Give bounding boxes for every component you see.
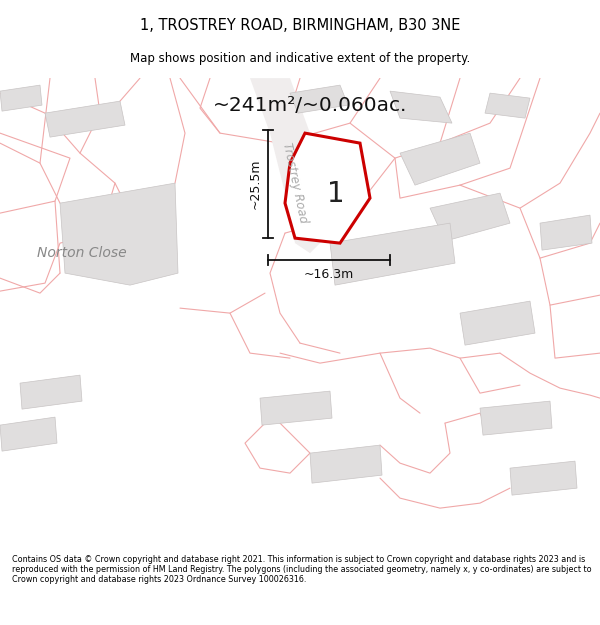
Polygon shape <box>0 85 42 111</box>
Text: ~241m²/~0.060ac.: ~241m²/~0.060ac. <box>213 96 407 114</box>
Polygon shape <box>460 301 535 345</box>
Polygon shape <box>290 85 348 113</box>
Polygon shape <box>285 133 370 243</box>
Polygon shape <box>20 375 82 409</box>
Polygon shape <box>540 215 592 250</box>
Polygon shape <box>485 93 530 118</box>
Polygon shape <box>480 401 552 435</box>
Polygon shape <box>250 78 330 253</box>
Polygon shape <box>430 193 510 241</box>
Polygon shape <box>510 461 577 495</box>
Text: ~25.5m: ~25.5m <box>248 159 262 209</box>
Text: 1: 1 <box>327 180 344 208</box>
Text: Norton Close: Norton Close <box>37 246 127 260</box>
Text: Contains OS data © Crown copyright and database right 2021. This information is : Contains OS data © Crown copyright and d… <box>12 554 592 584</box>
Text: Trostrey Road: Trostrey Road <box>280 142 310 224</box>
Text: 1, TROSTREY ROAD, BIRMINGHAM, B30 3NE: 1, TROSTREY ROAD, BIRMINGHAM, B30 3NE <box>140 18 460 32</box>
Polygon shape <box>310 445 382 483</box>
Polygon shape <box>60 183 178 285</box>
Polygon shape <box>330 223 455 285</box>
Polygon shape <box>45 101 125 137</box>
Text: ~16.3m: ~16.3m <box>304 268 354 281</box>
Polygon shape <box>0 417 57 451</box>
Polygon shape <box>400 133 480 185</box>
Text: Map shows position and indicative extent of the property.: Map shows position and indicative extent… <box>130 52 470 65</box>
Polygon shape <box>260 391 332 425</box>
Polygon shape <box>390 91 452 123</box>
